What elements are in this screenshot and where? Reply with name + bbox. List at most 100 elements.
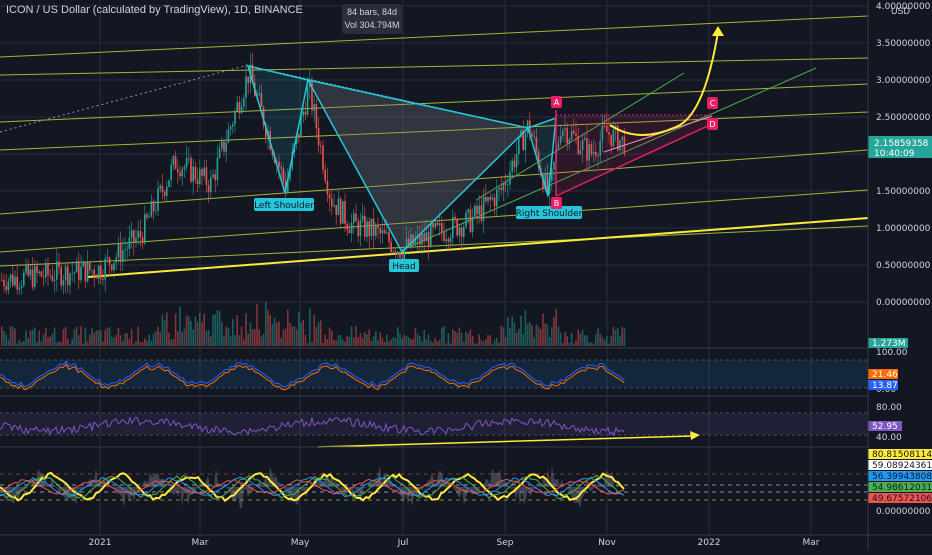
volume-bar bbox=[5, 334, 7, 346]
candle-body bbox=[289, 169, 291, 180]
volume-bar bbox=[412, 338, 414, 346]
volume-bar bbox=[504, 337, 507, 346]
price-tick-label: 3.50000000 bbox=[876, 39, 931, 49]
candle-body bbox=[12, 274, 14, 286]
volume-bar bbox=[566, 335, 568, 346]
candle-body bbox=[553, 161, 555, 170]
volume-bar bbox=[166, 312, 168, 346]
volume-bar bbox=[579, 333, 582, 346]
volume-bar bbox=[168, 332, 170, 346]
volume-bar bbox=[3, 331, 5, 346]
candle-body bbox=[412, 234, 414, 245]
volume-bar bbox=[144, 338, 146, 346]
volume-bar bbox=[485, 339, 487, 346]
candle-body bbox=[262, 106, 265, 126]
candle-body bbox=[104, 258, 106, 280]
candle-body bbox=[480, 205, 483, 221]
volume-bar bbox=[309, 308, 311, 346]
volume-bar bbox=[23, 340, 25, 346]
candle-body bbox=[232, 124, 234, 127]
volume-bar bbox=[265, 302, 267, 346]
candle-body bbox=[146, 214, 148, 218]
candle-body bbox=[458, 227, 461, 236]
candle-body bbox=[278, 161, 280, 168]
candle-body bbox=[106, 257, 109, 259]
volume-bar bbox=[408, 337, 410, 346]
volume-bar bbox=[379, 332, 381, 346]
candle-body bbox=[221, 141, 223, 149]
volume-bar bbox=[247, 334, 249, 346]
osc-value-bg bbox=[868, 449, 932, 459]
candle-body bbox=[515, 154, 518, 168]
volume-bar bbox=[595, 334, 597, 346]
volume-bar bbox=[185, 315, 188, 346]
candle-body bbox=[71, 273, 73, 274]
volume-bar bbox=[441, 327, 443, 346]
volume-bar bbox=[302, 319, 304, 346]
volume-bar bbox=[482, 341, 485, 346]
candle-body bbox=[337, 198, 340, 215]
candle-body bbox=[62, 280, 65, 286]
volume-bar bbox=[133, 343, 135, 346]
currency-label: USD bbox=[890, 6, 910, 16]
point-c-label-bg bbox=[707, 97, 718, 109]
candle-body bbox=[581, 139, 584, 150]
volume-bar bbox=[170, 339, 172, 346]
candle-body bbox=[434, 222, 436, 228]
volume-bar bbox=[392, 336, 395, 346]
osc-value-label: 54.98612031 bbox=[872, 483, 932, 493]
volume-bar bbox=[75, 326, 78, 346]
volume-bar bbox=[427, 334, 430, 346]
volume-bar bbox=[368, 329, 370, 346]
candle-body bbox=[482, 196, 485, 221]
candle-body bbox=[533, 136, 535, 138]
candle-body bbox=[370, 218, 373, 237]
volume-bar bbox=[372, 336, 375, 346]
candle-body bbox=[551, 169, 553, 181]
volume-bar bbox=[262, 333, 265, 346]
volume-bar bbox=[16, 343, 18, 346]
candle-body bbox=[14, 276, 16, 286]
left-shoulder-pattern bbox=[246, 64, 309, 194]
candle-body bbox=[91, 269, 93, 271]
volume-bar bbox=[498, 342, 500, 346]
candle-body bbox=[27, 264, 29, 276]
rsi-band bbox=[0, 413, 868, 435]
candle-body bbox=[210, 177, 212, 192]
candle-body bbox=[188, 158, 190, 159]
right-shoulder-label-bg bbox=[516, 206, 582, 219]
volume-bar bbox=[397, 327, 399, 346]
volume-bar bbox=[229, 335, 232, 346]
volume-bar bbox=[458, 327, 461, 346]
volume-bar bbox=[317, 321, 320, 346]
candle-body bbox=[487, 197, 489, 202]
candle-body bbox=[403, 248, 406, 261]
candle-body bbox=[203, 167, 205, 176]
price-tick-label: 2.50000000 bbox=[876, 113, 931, 123]
rsi-line bbox=[0, 416, 625, 437]
candle-body bbox=[544, 173, 546, 190]
candle-body bbox=[172, 156, 175, 165]
osc-zero-label: 0.00000000 bbox=[876, 507, 931, 517]
volume-bar bbox=[381, 337, 384, 346]
volume-bar bbox=[36, 342, 38, 346]
volume-bar bbox=[610, 335, 612, 346]
candle-body bbox=[78, 261, 80, 281]
volume-bar bbox=[20, 342, 23, 346]
volume-bar bbox=[456, 332, 458, 346]
volume-bar bbox=[78, 335, 80, 346]
volume-bar bbox=[544, 323, 546, 346]
candle-body bbox=[205, 167, 208, 186]
volume-bar bbox=[533, 337, 535, 346]
candle-body bbox=[467, 209, 469, 213]
channel-line bbox=[0, 83, 869, 123]
candle-body bbox=[344, 201, 346, 224]
volume-bar bbox=[405, 336, 408, 346]
volume-bar bbox=[234, 335, 236, 346]
candle-body bbox=[89, 261, 91, 271]
rsi-tick-top: 80.00 bbox=[876, 403, 902, 413]
volume-bar bbox=[102, 341, 104, 346]
left-shoulder-label: Left Shoulder bbox=[254, 201, 314, 211]
candle-body bbox=[586, 138, 588, 161]
